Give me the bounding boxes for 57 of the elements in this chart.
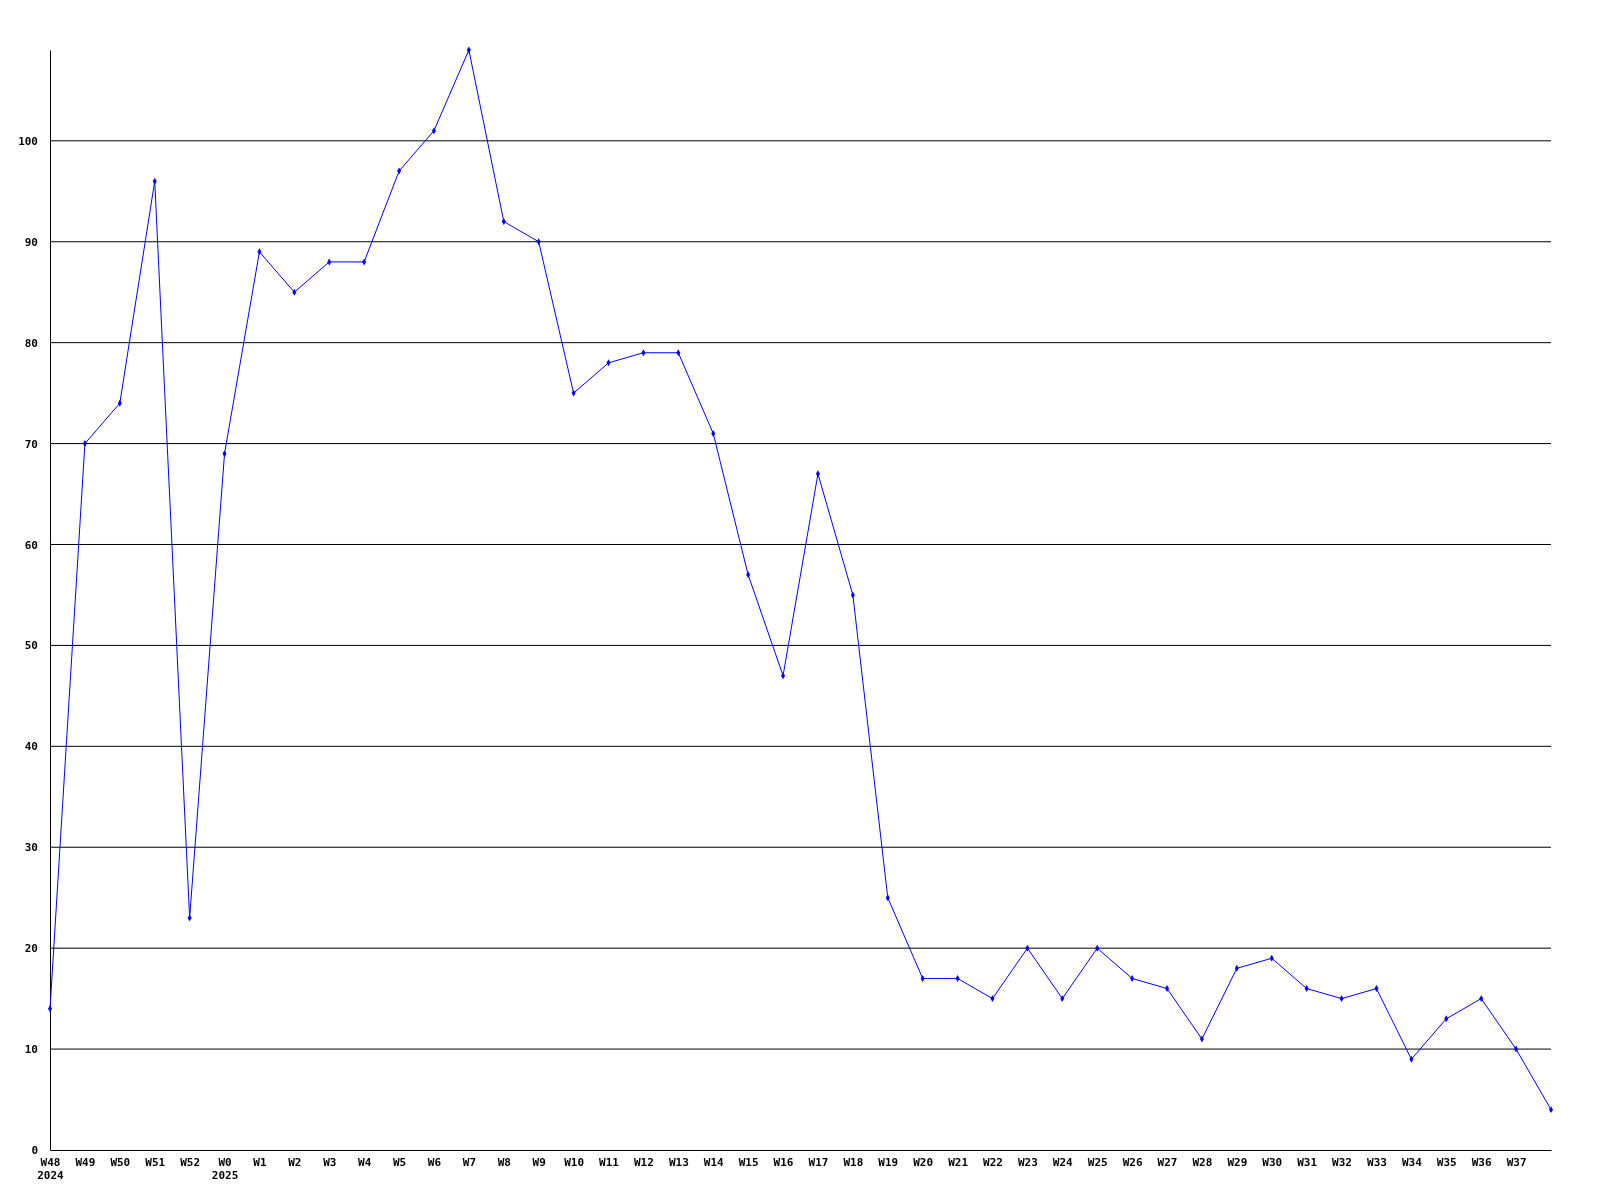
point [47, 1005, 53, 1013]
x-tick-label: W20 [913, 1155, 934, 1169]
x-tick-label: W12 [633, 1155, 654, 1169]
y-tick-label: 50 [24, 639, 38, 653]
y-tick-label: 100 [18, 134, 38, 148]
x-tick-label: W49 [75, 1155, 96, 1169]
y-tick-label: 90 [24, 235, 38, 249]
x-tick-label: W19 [878, 1155, 899, 1169]
x-tick-label: W5 [392, 1155, 407, 1169]
x-tick-label: W4 [358, 1155, 372, 1169]
x-tick-label: W37 [1506, 1155, 1527, 1169]
x-tick-label: W21 [948, 1155, 969, 1169]
y-tick-label: 40 [24, 740, 38, 754]
x-tick-label: W7 [462, 1155, 477, 1169]
point [711, 430, 716, 437]
y-tick-label: 70 [24, 437, 38, 451]
x-tick-label: W32 [1332, 1155, 1352, 1169]
x-tick-label: W28 [1192, 1155, 1213, 1169]
x-tick-label: W22 [983, 1155, 1003, 1169]
x-tick-label: W50 [110, 1155, 131, 1169]
x-tick-label: W26 [1122, 1155, 1143, 1169]
x-tick-label: W33 [1367, 1155, 1387, 1169]
x-tick-label: W36 [1471, 1155, 1492, 1169]
y-tick-label: 10 [24, 1043, 38, 1057]
x-tick-label: W15 [738, 1155, 759, 1169]
x-tick-label: W27 [1157, 1155, 1178, 1169]
x-tick-label: W0 2025 [211, 1155, 239, 1183]
x-tick-label: W18 [843, 1155, 864, 1169]
x-tick-label: W10 [564, 1155, 585, 1169]
x-tick-label: W35 [1436, 1155, 1457, 1169]
y-tick-label: 20 [24, 942, 38, 956]
x-tick-label: W1 [253, 1155, 267, 1169]
x-tick-label: W51 [145, 1155, 166, 1169]
x-tick-label: W2 [288, 1155, 302, 1169]
y-tick-label: 30 [24, 841, 38, 855]
x-tick-label: W8 [497, 1155, 511, 1169]
y-tick-label: 80 [24, 336, 38, 350]
y-tick-label: 60 [24, 538, 38, 552]
x-tick-label: W6 [427, 1155, 442, 1169]
x-tick-label: W24 [1052, 1155, 1074, 1169]
x-tick-label: W3 [323, 1155, 337, 1169]
x-tick-label: W16 [773, 1155, 794, 1169]
x-tick-label: W30 [1262, 1155, 1283, 1169]
x-tick-label: W23 [1017, 1155, 1038, 1169]
x-tick-label: W31 [1297, 1155, 1318, 1169]
x-tick-label: W11 [599, 1155, 620, 1169]
x-tick-label: W25 [1087, 1155, 1108, 1169]
x-tick-label: W17 [808, 1155, 829, 1169]
x-tick-label: W29 [1227, 1155, 1248, 1169]
point [1548, 1106, 1554, 1114]
y-tick-label: 0 [31, 1144, 38, 1158]
x-tick-label: W9 [532, 1155, 546, 1169]
x-tick-label: W34 [1401, 1155, 1423, 1169]
x-tick-label: W13 [668, 1155, 689, 1169]
x-tick-label: W52 [180, 1155, 201, 1169]
x-tick-label: W48 2024 [37, 1155, 65, 1183]
x-tick-label: W14 [703, 1155, 725, 1169]
